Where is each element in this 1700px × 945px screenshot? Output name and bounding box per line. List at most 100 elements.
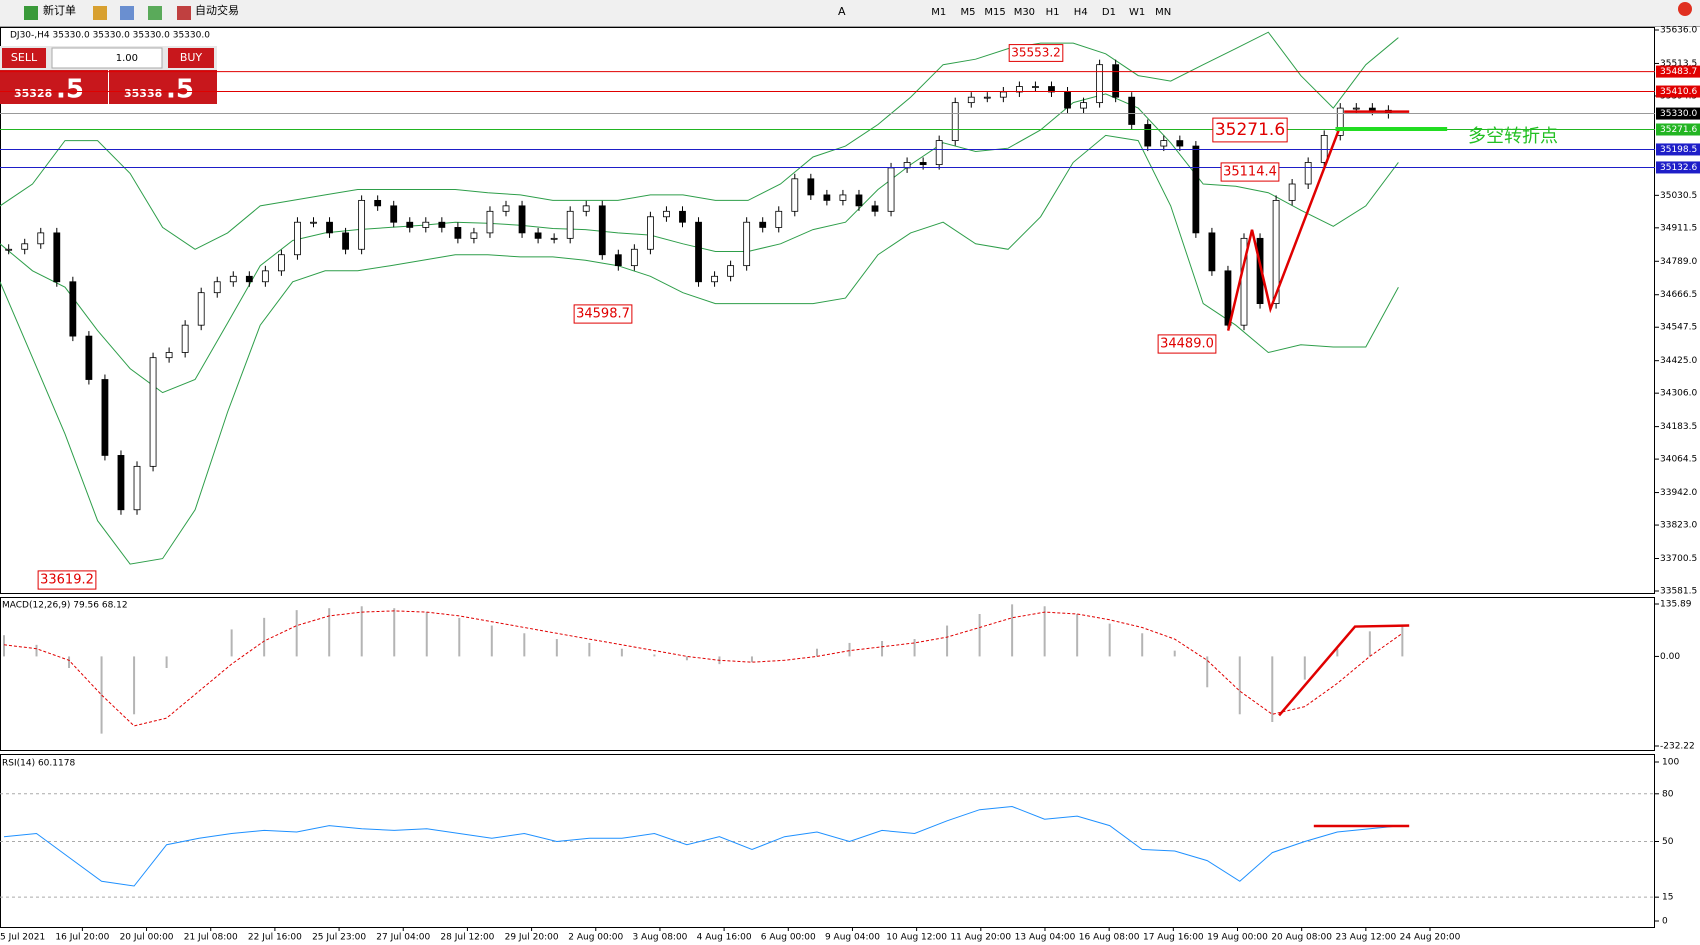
timeframe-button[interactable]: H1 bbox=[1046, 7, 1060, 18]
notification-badge[interactable] bbox=[1678, 2, 1692, 16]
price-level-label: 35271.6 bbox=[1660, 125, 1697, 135]
x-tick-label: 2 Aug 00:00 bbox=[568, 933, 623, 943]
x-tick-label: 9 Aug 04:00 bbox=[825, 933, 880, 943]
x-tick-label: 13 Aug 04:00 bbox=[1015, 933, 1076, 943]
candle bbox=[1112, 64, 1120, 98]
candle bbox=[261, 270, 269, 283]
bollinger-band bbox=[0, 31, 1399, 250]
annotation-box bbox=[1008, 44, 1064, 62]
candle bbox=[518, 205, 526, 234]
candle bbox=[759, 221, 767, 228]
chart-header: DJ30-,H4 35330.0 35330.0 35330.0 35330.0 bbox=[10, 31, 210, 41]
timeframe-button[interactable]: D1 bbox=[1102, 7, 1116, 18]
price-annotation: 34598.7 bbox=[576, 307, 630, 322]
timeframe-button[interactable]: M1 bbox=[931, 7, 946, 18]
annotation-box bbox=[1157, 334, 1217, 354]
annotation-box bbox=[1212, 117, 1288, 143]
y-tick-label: 35636.0 bbox=[1660, 26, 1697, 36]
x-tick-label: 19 Aug 00:00 bbox=[1207, 933, 1268, 943]
y-tick-label: 35030.5 bbox=[1660, 191, 1697, 201]
price-annotation: 35553.2 bbox=[1011, 46, 1061, 60]
candle bbox=[983, 96, 991, 99]
sell-price-pips[interactable]: .5 bbox=[56, 75, 84, 105]
macd-header: MACD(12,26,9) 79.56 68.12 bbox=[2, 601, 128, 611]
toolbar-icon[interactable] bbox=[120, 6, 134, 20]
y-tick-label: 34666.5 bbox=[1660, 290, 1697, 300]
candle bbox=[85, 335, 93, 380]
auto-trading-icon[interactable] bbox=[177, 6, 191, 20]
candle bbox=[53, 232, 61, 283]
candle bbox=[5, 248, 13, 251]
candle bbox=[21, 243, 29, 250]
bollinger-band bbox=[0, 134, 1399, 565]
x-tick-label: 25 Jul 23:00 bbox=[312, 933, 366, 943]
price-level-label: 35132.6 bbox=[1660, 163, 1697, 173]
x-tick-label: 24 Aug 20:00 bbox=[1400, 933, 1461, 943]
candle bbox=[695, 221, 702, 283]
trend-drawing bbox=[1226, 129, 1340, 331]
candle bbox=[149, 357, 157, 467]
price-annotation: 33619.2 bbox=[40, 573, 94, 588]
candle bbox=[743, 221, 751, 267]
y-tick-label: 135.89 bbox=[1660, 600, 1692, 610]
toolbar-icon[interactable] bbox=[93, 6, 107, 20]
x-tick-label: 10 Aug 12:00 bbox=[886, 933, 947, 943]
lots-input[interactable] bbox=[51, 47, 163, 69]
sell-label[interactable]: SELL bbox=[11, 51, 38, 64]
timeframe-button[interactable]: M5 bbox=[961, 7, 976, 18]
new-order-button[interactable]: 新订单 bbox=[43, 3, 76, 17]
timeframe-button[interactable]: M15 bbox=[984, 7, 1005, 18]
timeframe-button[interactable]: W1 bbox=[1129, 7, 1145, 18]
x-tick-label: 21 Jul 08:00 bbox=[184, 933, 238, 943]
toolbar-icon[interactable] bbox=[148, 6, 162, 20]
y-tick-label: 0.00 bbox=[1660, 652, 1680, 662]
candle bbox=[181, 324, 189, 353]
price-level-box bbox=[1656, 107, 1700, 120]
timeframe-button[interactable]: M30 bbox=[1014, 7, 1035, 18]
y-tick-label: -232.22 bbox=[1660, 742, 1695, 752]
annotation-box bbox=[573, 304, 633, 324]
price-level-label: 35330.0 bbox=[1660, 109, 1697, 119]
auto-trading-button[interactable]: 自动交易 bbox=[195, 3, 239, 17]
candle bbox=[229, 275, 237, 283]
y-tick-label: 0 bbox=[1662, 917, 1668, 927]
macd-signal bbox=[3, 610, 1403, 727]
candle bbox=[454, 227, 462, 239]
x-tick-label: 22 Jul 16:00 bbox=[248, 933, 302, 943]
lots-value[interactable]: 1.00 bbox=[116, 53, 138, 64]
y-tick-label: 34425.0 bbox=[1660, 356, 1697, 366]
y-tick-label: 50 bbox=[1662, 837, 1674, 847]
buy-label[interactable]: BUY bbox=[180, 51, 203, 64]
candle bbox=[1256, 237, 1264, 305]
candle bbox=[1320, 135, 1328, 163]
candle bbox=[807, 178, 815, 196]
timeframe-button[interactable]: MN bbox=[1155, 7, 1171, 18]
candle bbox=[1288, 183, 1296, 201]
buy-price-pips[interactable]: .5 bbox=[166, 75, 194, 105]
price-level-label: 35198.5 bbox=[1660, 145, 1697, 155]
price-level-box bbox=[1656, 143, 1700, 156]
buy-button[interactable] bbox=[168, 48, 214, 68]
candle bbox=[534, 232, 542, 239]
price-level-box bbox=[1656, 123, 1700, 136]
price-annotation: 35271.6 bbox=[1215, 120, 1285, 140]
candle bbox=[919, 162, 927, 166]
sell-button[interactable] bbox=[2, 48, 46, 68]
candle bbox=[1032, 86, 1039, 88]
timeframe-button[interactable]: H4 bbox=[1074, 7, 1088, 18]
main-frame bbox=[0, 27, 1655, 594]
new-order-icon[interactable] bbox=[24, 6, 38, 20]
sell-price-main[interactable]: 35328 bbox=[14, 87, 52, 100]
x-tick-label: 20 Jul 00:00 bbox=[120, 933, 174, 943]
candle bbox=[1336, 107, 1344, 136]
y-tick-label: 34547.5 bbox=[1660, 323, 1697, 333]
notification-icon[interactable] bbox=[1646, 3, 1666, 23]
candle bbox=[1064, 91, 1071, 109]
candle bbox=[117, 455, 125, 511]
candle bbox=[470, 232, 478, 239]
candle bbox=[1176, 140, 1184, 147]
candle bbox=[438, 221, 446, 228]
text-tool[interactable]: A bbox=[838, 5, 846, 18]
buy-price-main[interactable]: 35338 bbox=[124, 87, 162, 100]
candle bbox=[502, 205, 510, 212]
